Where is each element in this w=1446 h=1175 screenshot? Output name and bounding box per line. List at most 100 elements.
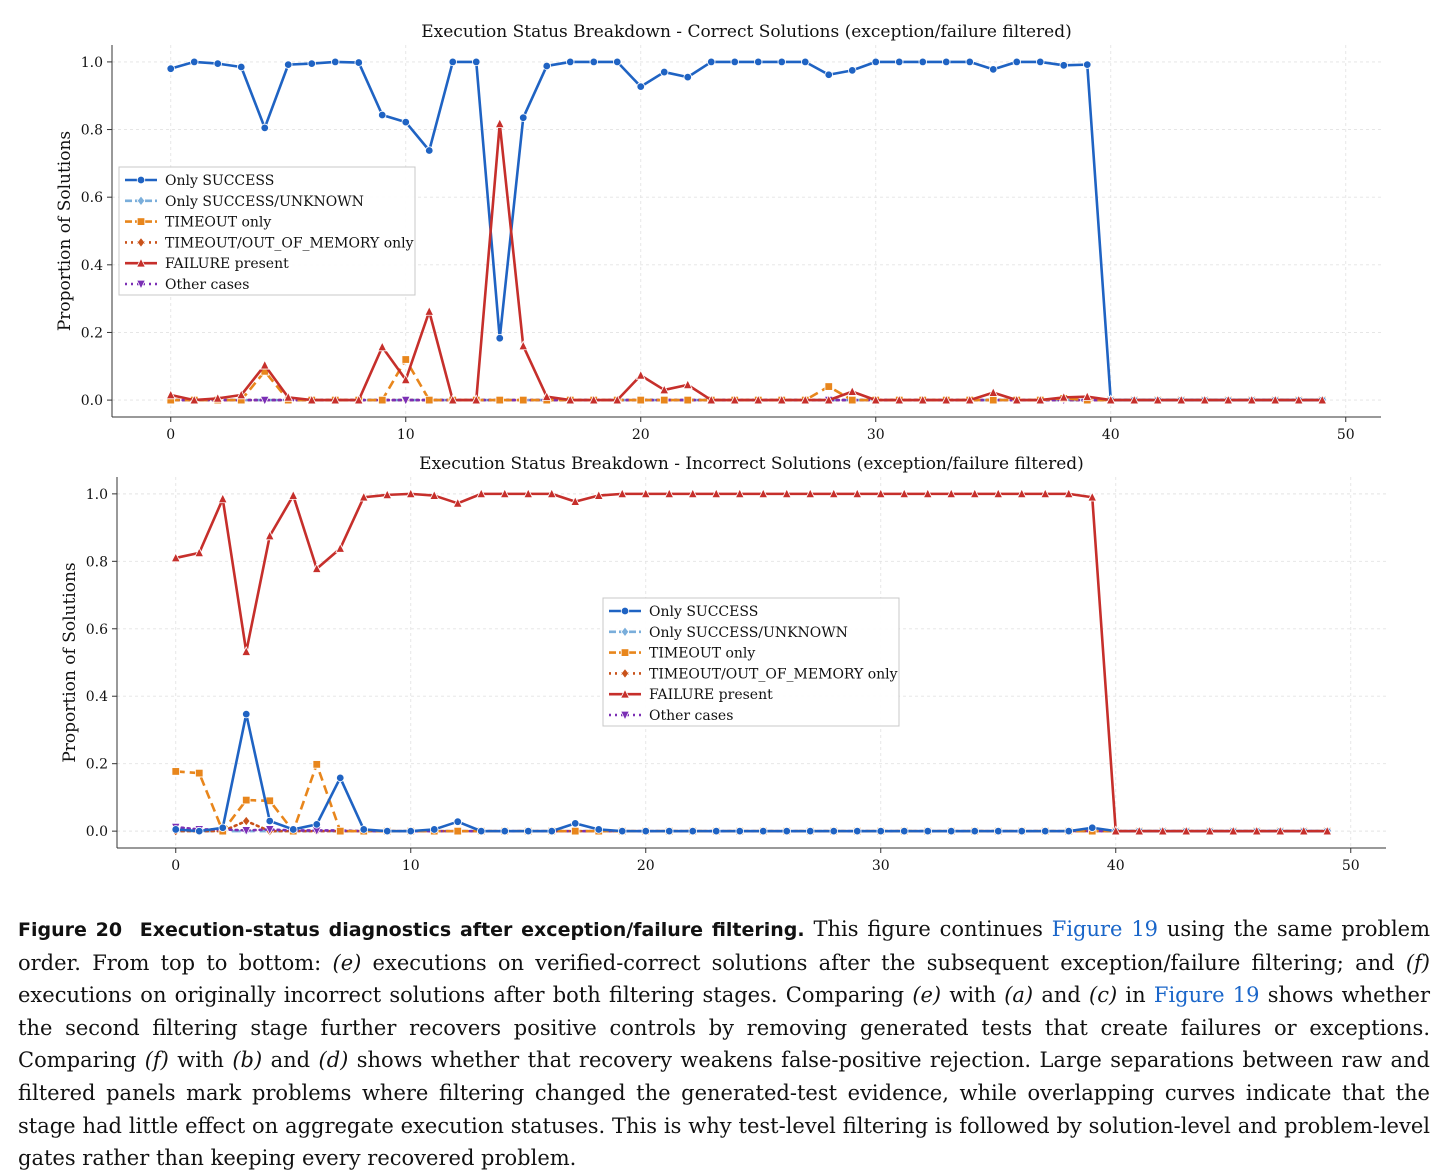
data-point (848, 66, 857, 75)
data-point (353, 394, 364, 405)
data-point (1322, 825, 1333, 836)
data-point (1204, 825, 1215, 836)
data-point (759, 826, 768, 836)
caption-label: Figure 20 (18, 919, 123, 941)
caption-text: executions on verified-correct solutions… (361, 950, 1406, 975)
data-point (734, 488, 745, 499)
caption-text: with (941, 983, 1005, 1008)
data-point (1134, 825, 1145, 836)
data-point (1088, 823, 1097, 832)
caption-text: executions on originally incorrect solut… (18, 983, 913, 1008)
data-point (566, 57, 575, 67)
data-point (636, 395, 645, 405)
data-point (307, 59, 316, 68)
data-point (1317, 394, 1328, 405)
caption-text: shows whether that recovery weakens fals… (18, 1048, 1430, 1171)
data-point (1083, 60, 1092, 69)
y-tick-label: 0.0 (81, 393, 103, 409)
data-point (237, 62, 246, 72)
data-point (917, 394, 928, 405)
data-point (829, 826, 838, 836)
data-point (687, 488, 698, 499)
x-tick-label: 0 (171, 858, 180, 874)
data-point (640, 488, 651, 499)
x-tick-label: 10 (402, 858, 420, 874)
data-point (524, 826, 533, 836)
series-timeout-only (166, 355, 1327, 405)
legend-label: Only SUCCESS/UNKNOWN (649, 625, 848, 641)
data-point (401, 355, 410, 364)
data-point (241, 815, 251, 827)
data-point (989, 395, 998, 405)
data-point (776, 394, 787, 405)
data-point (848, 395, 857, 405)
data-point (618, 826, 627, 836)
data-point (218, 823, 227, 832)
data-point (312, 820, 321, 829)
x-tick-label: 50 (1342, 858, 1360, 874)
series-failure-present (170, 488, 1333, 836)
data-point (406, 826, 415, 836)
figure-link[interactable]: Figure 19 (1051, 917, 1159, 941)
data-point (1082, 391, 1093, 401)
data-point (284, 60, 293, 69)
caption-ref: (b) (232, 1048, 263, 1073)
data-point (311, 563, 322, 573)
data-point (969, 488, 980, 499)
data-point (806, 826, 815, 836)
legend-label: FAILURE present (649, 687, 773, 703)
data-point (876, 826, 885, 836)
data-point (688, 826, 697, 836)
legend-label: Other cases (649, 708, 733, 724)
data-point (471, 394, 482, 405)
y-tick-label: 1.0 (81, 55, 103, 71)
series-timeout-out-of-memory-only (171, 815, 1332, 837)
data-point (594, 825, 603, 834)
data-point (1087, 491, 1098, 502)
data-point (242, 709, 251, 719)
data-point (707, 57, 716, 67)
data-point (378, 110, 387, 120)
legend-label: Other cases (165, 277, 249, 293)
data-point (871, 57, 880, 67)
data-point (781, 488, 792, 499)
data-point (712, 826, 721, 836)
data-point (1012, 57, 1021, 67)
x-tick-label: 30 (867, 427, 885, 443)
series-other-cases (170, 822, 1333, 837)
y-tick-label: 1.0 (86, 487, 108, 503)
data-point (1041, 826, 1050, 836)
caption-ref: (f) (144, 1048, 169, 1073)
data-point (895, 57, 904, 67)
data-point (565, 394, 576, 405)
data-point (477, 826, 486, 836)
data-point (571, 819, 580, 828)
data-point (922, 488, 933, 499)
data-point (754, 57, 763, 67)
data-point (336, 773, 345, 783)
data-point (664, 488, 675, 499)
data-point (635, 369, 646, 380)
legend-label: TIMEOUT/OUT_OF_MEMORY only (649, 666, 898, 682)
data-point (613, 57, 622, 67)
data-point (1035, 394, 1046, 405)
data-point (495, 395, 504, 405)
x-tick-label: 30 (872, 858, 890, 874)
data-point (264, 825, 275, 836)
data-point (1228, 825, 1239, 836)
data-point (1275, 825, 1286, 836)
caption-ref: (a) (1004, 983, 1034, 1008)
legend-box (118, 166, 416, 296)
data-point (682, 379, 693, 390)
data-point (617, 488, 628, 499)
caption-text: shows whether the second filtering stage… (18, 983, 1431, 1073)
caption-ref: (e) (332, 950, 362, 975)
figure-link[interactable]: Figure 19 (1153, 983, 1260, 1008)
data-point (636, 82, 645, 91)
data-point (260, 123, 269, 133)
series-failure-present (165, 118, 1328, 405)
y-tick-label: 0.0 (86, 824, 108, 840)
data-point (171, 825, 180, 834)
data-point (1063, 488, 1074, 499)
series-timeout-only (171, 760, 1332, 836)
